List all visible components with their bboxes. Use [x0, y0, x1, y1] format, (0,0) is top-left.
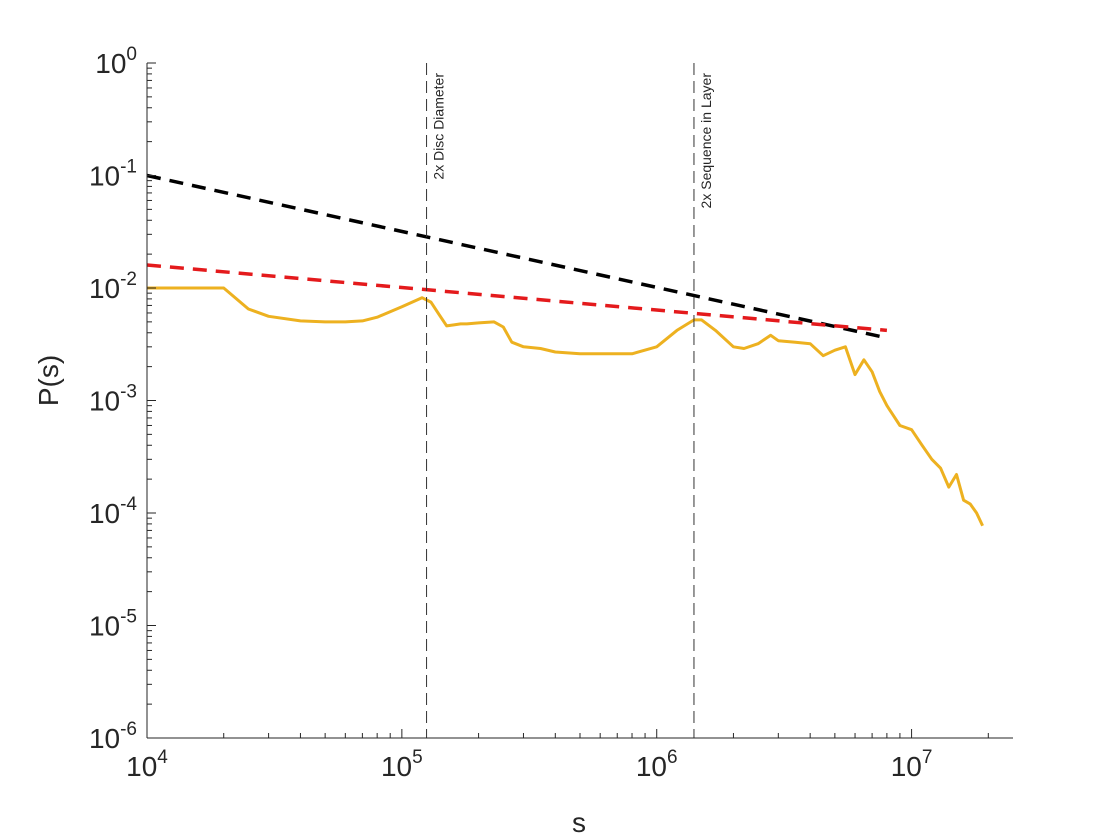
reference-line-label-0: 2x Disc Diameter	[431, 73, 447, 180]
y-tick-label-4: 10-4	[89, 494, 137, 529]
y-axis-label: P(s)	[33, 355, 64, 406]
series-line-0	[147, 286, 984, 527]
y-tick-label-6: 10-6	[89, 719, 137, 754]
y-tick-label-3: 10-3	[89, 382, 137, 417]
series-group	[146, 173, 984, 527]
series-line-2	[146, 263, 888, 333]
y-tick-label-5: 10-5	[89, 607, 137, 642]
x-tick-label-3: 107	[891, 747, 933, 782]
series-line-1	[146, 173, 888, 340]
y-tick-label-0: 100	[95, 44, 137, 79]
reference-line-label-1: 2x Sequence in Layer	[698, 73, 714, 209]
y-tick-label-2: 10-2	[89, 269, 137, 304]
vline-group: 2x Disc Diameter 2x Sequence in Layer	[426, 63, 714, 738]
x-axis-label: s	[572, 807, 586, 838]
x-tick-label-2: 106	[636, 747, 678, 782]
x-tick-label-0: 104	[126, 747, 168, 782]
y-tick-label-1: 10-1	[89, 157, 137, 192]
x-tick-label-1: 105	[381, 747, 423, 782]
axes-group: 104 105 106 107 100 10-1 10-2 10-3 10-4 10-5 10-6	[89, 44, 1013, 782]
